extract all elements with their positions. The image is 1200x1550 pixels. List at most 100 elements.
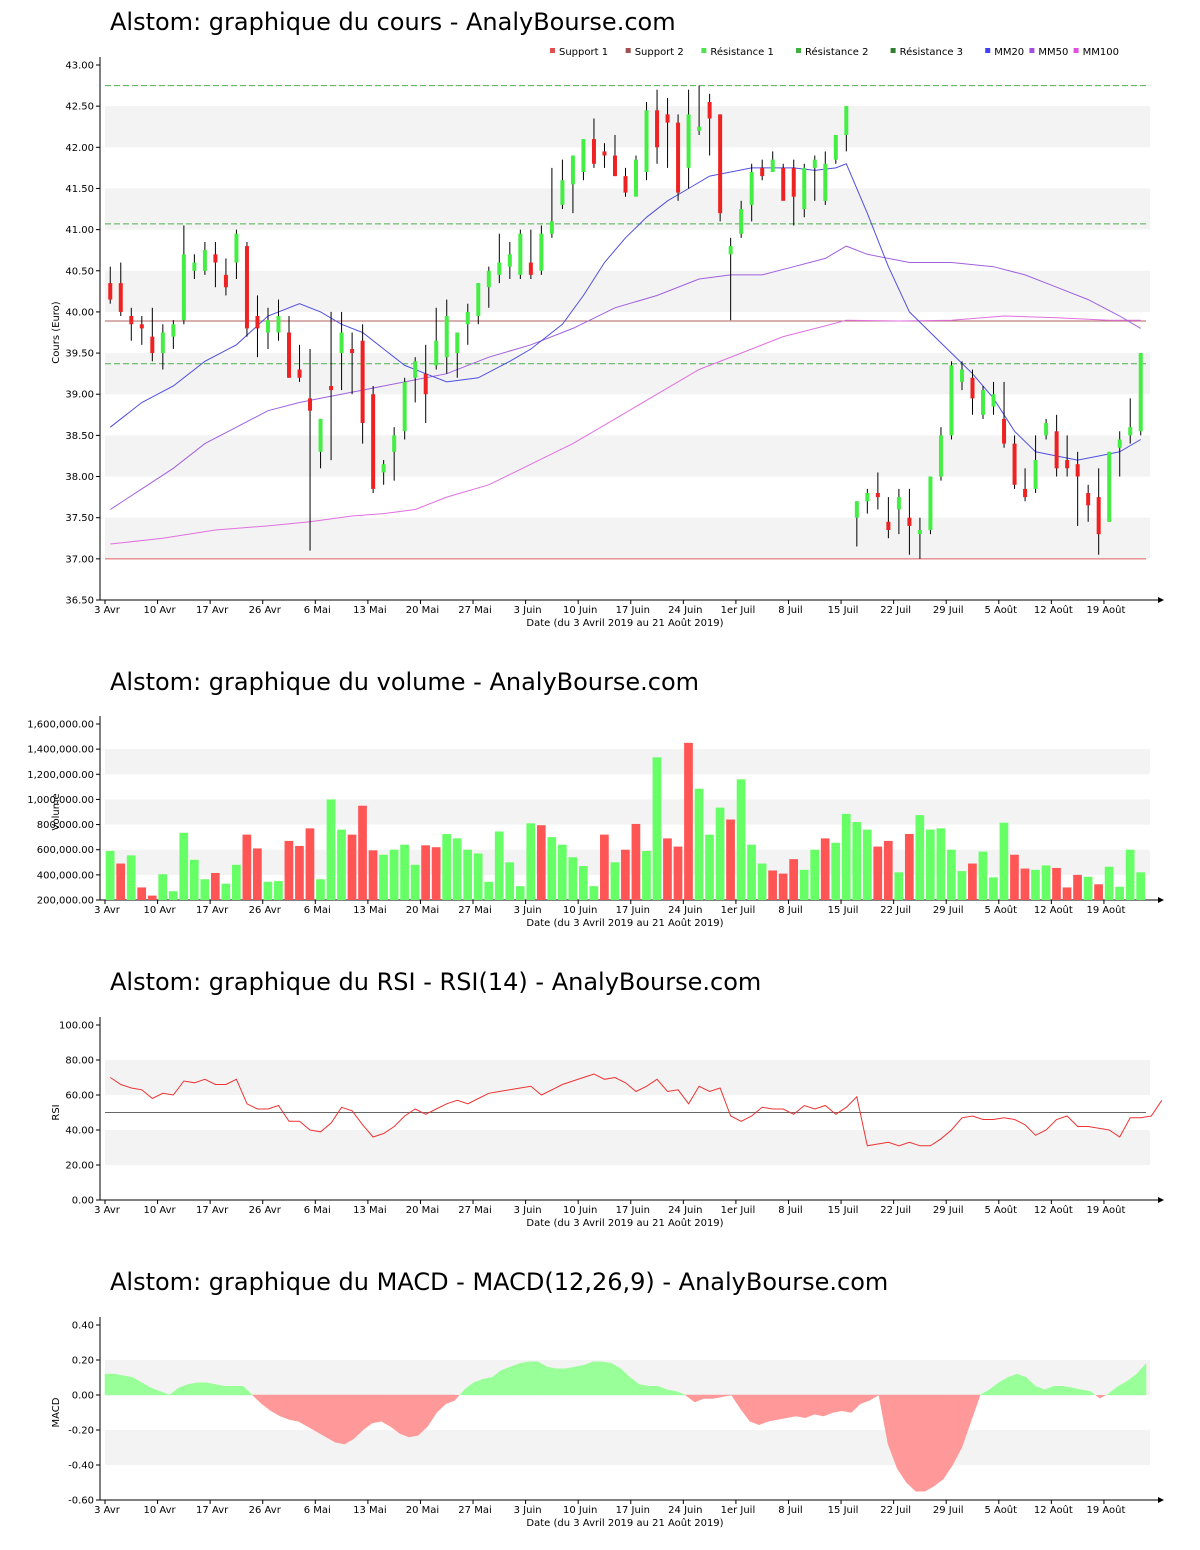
volume-bar bbox=[547, 837, 557, 900]
price-y-tick-label: 37.00 bbox=[65, 554, 94, 565]
price-x-tick-label: 3 Juin bbox=[514, 605, 542, 616]
macd-area-segment bbox=[970, 1394, 981, 1422]
volume-bar bbox=[105, 850, 115, 900]
price-y-tick-label: 41.00 bbox=[65, 225, 94, 236]
macd-area-segment bbox=[335, 1394, 345, 1445]
price-band bbox=[105, 435, 1150, 477]
macd-area-segment bbox=[712, 1394, 723, 1399]
candle-body bbox=[308, 398, 313, 411]
volume-bar bbox=[789, 859, 798, 900]
volume-bar bbox=[326, 799, 336, 900]
rsi-y-tick-label: 100.00 bbox=[59, 1021, 94, 1032]
candle-body bbox=[1075, 464, 1080, 477]
volume-x-tick-label: 1er Juil bbox=[721, 905, 756, 916]
candle-body bbox=[318, 418, 323, 452]
macd-area-segment bbox=[924, 1394, 935, 1492]
candle-body bbox=[329, 386, 334, 391]
macd-area-segment bbox=[279, 1394, 290, 1420]
volume-bar bbox=[673, 846, 683, 900]
macd-area-segment bbox=[113, 1373, 124, 1396]
macd-area-segment bbox=[123, 1375, 133, 1396]
candle-body bbox=[749, 172, 754, 205]
volume-band bbox=[105, 749, 1150, 775]
macd-x-tick-label: 3 Avr bbox=[94, 1505, 121, 1516]
volume-x-tick-label: 3 Avr bbox=[94, 905, 121, 916]
volume-y-tick-label: 1,600,000.00 bbox=[27, 720, 94, 731]
rsi-x-tick-label: 8 Juil bbox=[778, 1205, 802, 1216]
volume-bar bbox=[1062, 887, 1072, 900]
macd-area-segment bbox=[897, 1394, 907, 1484]
volume-x-tick-label: 17 Juin bbox=[616, 905, 650, 916]
price-y-tick-label: 43.00 bbox=[65, 61, 94, 72]
macd-area-segment bbox=[768, 1394, 778, 1422]
price-y-axis-label: Cours (Euro) bbox=[51, 301, 62, 364]
volume-bar bbox=[894, 872, 904, 900]
macd-x-tick-label: 17 Avr bbox=[196, 1505, 229, 1516]
rsi-x-tick-label: 29 Juil bbox=[933, 1205, 964, 1216]
rsi-x-tick-label: 5 Août bbox=[984, 1204, 1017, 1216]
rsi-x-tick-label: 3 Avr bbox=[94, 1205, 121, 1216]
volume-bar bbox=[568, 857, 578, 900]
macd-area-segment bbox=[694, 1394, 705, 1403]
legend-swatch bbox=[796, 48, 801, 53]
price-x-tick-label: 27 Mai bbox=[458, 605, 491, 616]
volume-y-tick-label: 1,000,000.00 bbox=[27, 795, 94, 806]
volume-bar bbox=[873, 846, 883, 900]
macd-x-tick-label: 20 Mai bbox=[406, 1505, 439, 1516]
rsi-y-tick-label: 60.00 bbox=[65, 1091, 94, 1102]
volume-bar bbox=[600, 834, 609, 900]
price-x-tick-label: 29 Juil bbox=[933, 605, 964, 616]
legend-label: Résistance 2 bbox=[805, 46, 868, 58]
macd-area-segment bbox=[933, 1394, 944, 1487]
volume-bar bbox=[715, 807, 725, 900]
volume-bar bbox=[957, 871, 967, 900]
volume-x-tick-label: 10 Juin bbox=[563, 905, 597, 916]
candle-body bbox=[497, 262, 502, 275]
volume-bar bbox=[253, 848, 262, 900]
volume-bar bbox=[400, 844, 409, 900]
mm100-line bbox=[110, 315, 1141, 545]
volume-bar bbox=[705, 834, 714, 900]
volume-bar bbox=[484, 881, 494, 900]
macd-area-segment bbox=[823, 1394, 834, 1417]
volume-bar bbox=[757, 863, 767, 900]
macd-area-segment bbox=[455, 1395, 460, 1401]
volume-y-tick-label: 200,000.00 bbox=[37, 896, 94, 907]
volume-x-tick-label: 24 Juin bbox=[668, 905, 702, 916]
macd-area-segment bbox=[841, 1394, 852, 1413]
volume-bar bbox=[505, 862, 515, 900]
volume-bar bbox=[978, 851, 988, 900]
macd-area-segment bbox=[648, 1386, 658, 1396]
candle-body bbox=[434, 340, 439, 366]
volume-y-tick-label: 800,000.00 bbox=[37, 820, 94, 831]
price-x-tick-label: 6 Mai bbox=[304, 605, 331, 616]
macd-area-segment bbox=[160, 1391, 170, 1396]
candle-body bbox=[549, 221, 554, 234]
macd-x-tick-label: 22 Juil bbox=[880, 1505, 911, 1516]
macd-x-tick-label: 24 Juin bbox=[668, 1505, 702, 1516]
rsi-y-tick-label: 20.00 bbox=[65, 1161, 94, 1172]
macd-area-segment bbox=[860, 1394, 870, 1405]
volume-bar bbox=[578, 866, 588, 900]
candle-body bbox=[560, 180, 565, 205]
volume-bar bbox=[158, 874, 168, 900]
candle-body bbox=[791, 167, 796, 197]
macd-area-segment bbox=[537, 1361, 548, 1396]
volume-bar bbox=[1052, 867, 1061, 900]
volume-chart: 200,000.00 400,000.00 600,000.00 800,000.00… bbox=[27, 716, 1164, 929]
rsi-y-axis-label: RSI bbox=[51, 1104, 62, 1120]
candle-body bbox=[139, 324, 144, 329]
candle-body bbox=[928, 476, 933, 531]
price-x-tick-label: 5 Août bbox=[984, 604, 1017, 616]
volume-bar bbox=[526, 823, 536, 900]
candle-body bbox=[192, 262, 197, 271]
rsi-x-tick-label: 26 Avr bbox=[249, 1205, 282, 1216]
candle-body bbox=[476, 283, 481, 317]
volume-bar bbox=[1125, 849, 1135, 900]
price-band bbox=[105, 270, 1150, 312]
macd-y-tick-label: 0.40 bbox=[72, 1321, 94, 1332]
rsi-x-axis-arrow bbox=[1158, 1197, 1164, 1203]
macd-area-segment bbox=[417, 1394, 428, 1436]
candle-body bbox=[486, 270, 491, 288]
macd-area-segment bbox=[187, 1382, 198, 1396]
